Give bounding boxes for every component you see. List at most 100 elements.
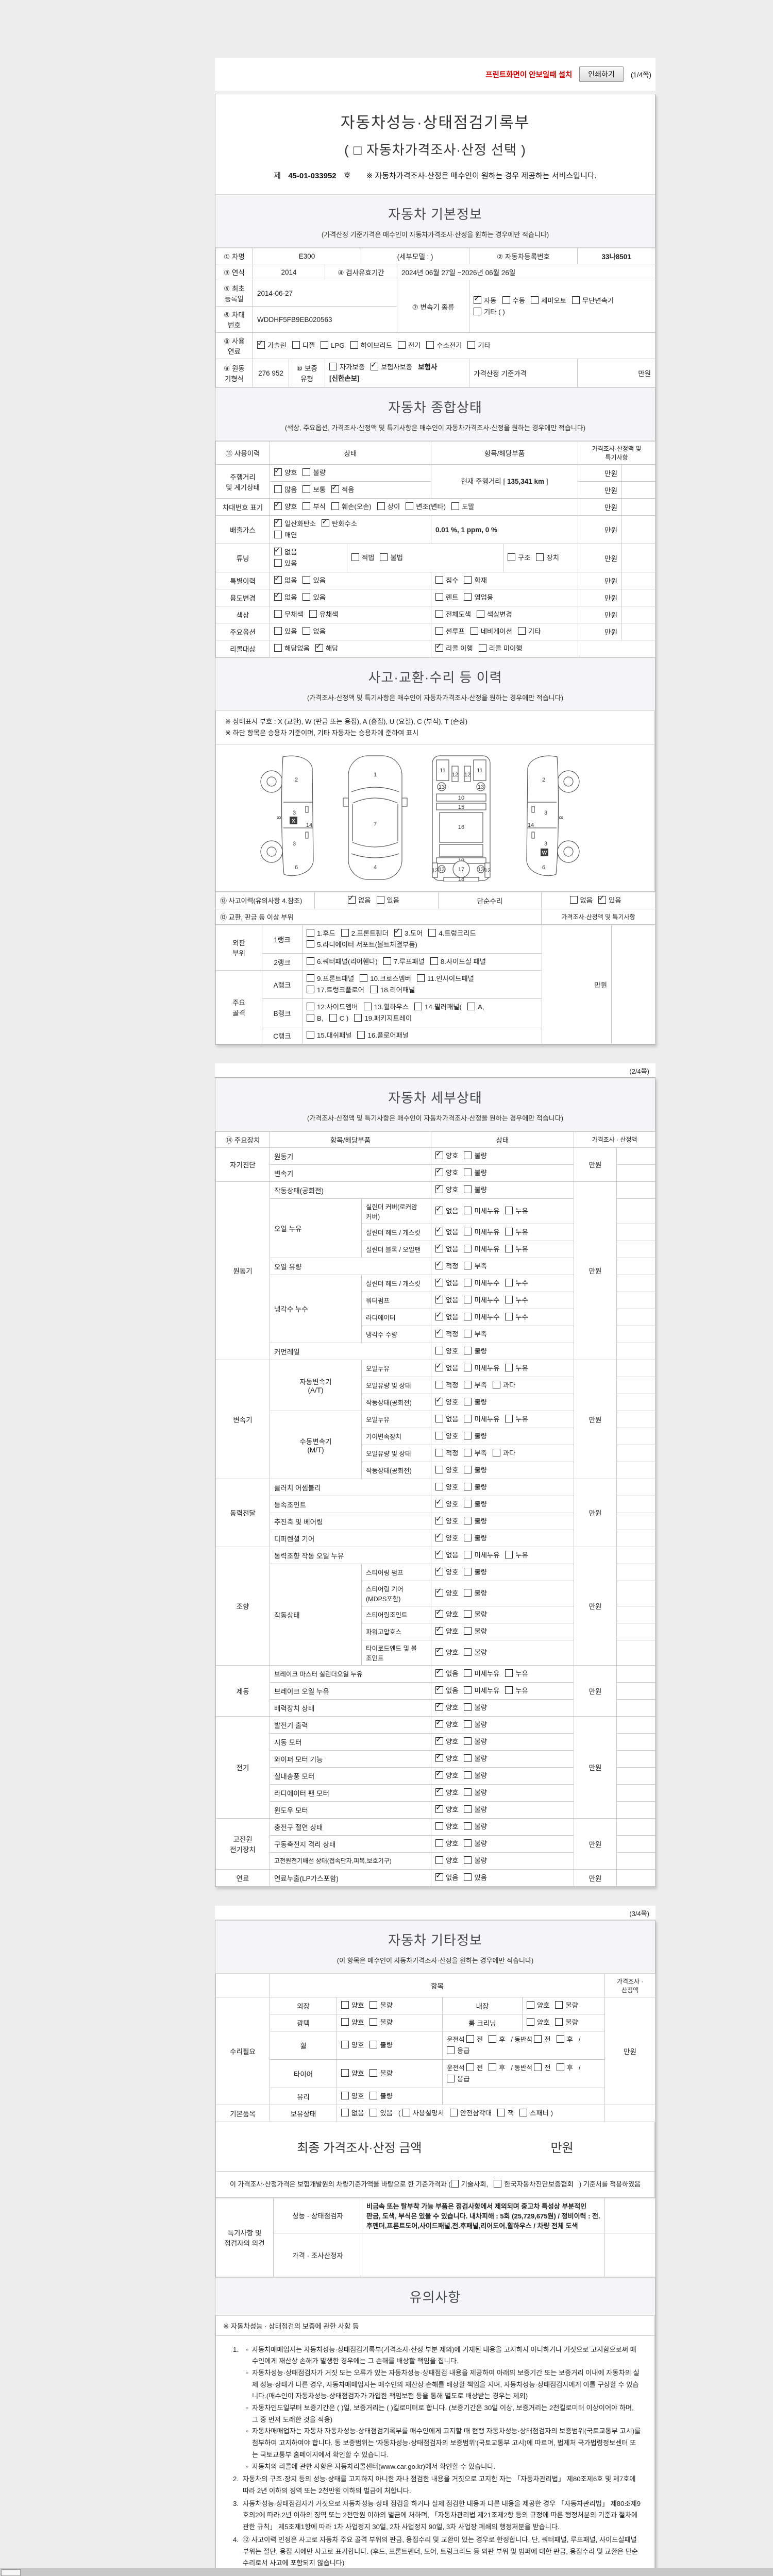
- checkbox-icon: [464, 1626, 472, 1635]
- section-overall-note: (색상, 주요옵션, 가격조사·산정액 및 특기사항은 매수인이 자동차가격조사…: [284, 424, 586, 432]
- form-cell: 만원: [578, 572, 622, 589]
- form-cell: 자기진단: [215, 1147, 270, 1182]
- form-cell: [616, 1639, 656, 1666]
- svg-text:2: 2: [294, 777, 297, 783]
- form-cell: 동력조향 작동 오일 누유: [270, 1546, 431, 1564]
- form-cell: 실내송풍 모터: [270, 1767, 431, 1785]
- form-cell: 주요옵션: [215, 623, 270, 640]
- checkbox-icon: [435, 1870, 443, 1882]
- checkbox-checked: 양호: [435, 1645, 458, 1658]
- checkbox-unchecked: 미세누유: [464, 1550, 499, 1561]
- form-cell: 브레이크 마스터 실린더오일 누유: [270, 1665, 431, 1683]
- checkbox-unchecked: 불량: [464, 1431, 487, 1442]
- checkbox-checked: 자동: [474, 293, 497, 307]
- form-cell: 없음 미세누유 누유: [431, 1240, 574, 1258]
- print-button[interactable]: 인쇄하기: [579, 66, 624, 82]
- checkbox-icon: [331, 482, 339, 494]
- form-cell: [621, 589, 656, 606]
- form-cell: [621, 544, 656, 572]
- checkbox-icon: [464, 1278, 472, 1286]
- checkbox-icon: [505, 1206, 513, 1214]
- form-cell: 만원: [542, 924, 612, 1044]
- checkbox-icon: [464, 1648, 472, 1656]
- checkbox-icon: [350, 341, 358, 349]
- checkbox-unchecked: 보통: [303, 484, 326, 496]
- checkbox-unchecked: 불량: [464, 1821, 487, 1833]
- form-cell: ⑤ 최초 등록일: [215, 280, 253, 307]
- checkbox-icon: [435, 1531, 443, 1542]
- checkbox-icon: [435, 1514, 443, 1525]
- checkbox-unchecked: 미세누유: [464, 1668, 499, 1680]
- form-cell: 변속기: [270, 1164, 431, 1182]
- form-cell: 양호 불량: [431, 1495, 574, 1513]
- form-cell: 만원: [578, 515, 622, 544]
- checkbox-unchecked: C ): [329, 1013, 348, 1024]
- text-segment: 운전석: [447, 2036, 465, 2043]
- svg-text:3: 3: [544, 810, 547, 816]
- checkbox-icon: [464, 1737, 472, 1745]
- checkbox-unchecked: 불량: [464, 1499, 487, 1510]
- form-cell: 항목: [269, 1973, 606, 1997]
- form-cell: [604, 2232, 656, 2277]
- form-cell: 주요 골격: [215, 970, 262, 1044]
- checkbox-icon: [464, 1227, 472, 1235]
- form-cell: 기어변속장치: [361, 1427, 431, 1445]
- form-cell: [616, 1529, 656, 1547]
- form-cell: [215, 1973, 270, 1997]
- form-cell: 양호 불량: [337, 2059, 443, 2088]
- form-cell: [616, 1240, 656, 1258]
- checkbox-icon: [274, 610, 282, 618]
- checkbox-icon: [406, 502, 414, 510]
- checkbox-unchecked: 전: [534, 2062, 551, 2074]
- checkbox-icon: [464, 1669, 472, 1677]
- checkbox-icon: [383, 957, 391, 965]
- checkbox-icon: [435, 1361, 443, 1372]
- section-overall-title: 자동차 종합상태: [388, 400, 482, 415]
- form-cell: 연료누출(LP가스포함): [270, 1869, 431, 1887]
- checkbox-unchecked: 불량: [464, 1626, 487, 1637]
- checkbox-unchecked: 많음: [274, 484, 297, 496]
- checkbox-unchecked: 10.크로스멤버: [360, 973, 411, 985]
- inspector-opinion-table: 특기사항 및 점검자의 의견 성능 · 상태점검자 비금속 또는 탈부착 가능 부품…: [215, 2197, 656, 2277]
- checkbox-icon: [307, 957, 314, 965]
- checkbox-icon: [435, 1565, 443, 1576]
- form-cell: 만원: [574, 1181, 617, 1360]
- checkbox-icon: [464, 1185, 472, 1193]
- horizontal-scrollbar-thumb[interactable]: [1, 2569, 21, 2576]
- checkbox-icon: [435, 1666, 443, 1677]
- checkbox-icon: [519, 2108, 528, 2116]
- checkbox-checked: 없음: [435, 1242, 458, 1255]
- form-cell: 보유상태: [270, 2104, 337, 2122]
- form-cell: [621, 481, 656, 499]
- svg-text:13: 13: [477, 784, 483, 790]
- checkbox-icon: [435, 593, 443, 601]
- print-install-notice: 프린트화면이 안보일때 설치: [485, 71, 573, 79]
- section-etc-header: 자동차 기타정보 (이 항목은 매수인이 자동차가격조사·산정을 원하는 경우에…: [215, 1920, 655, 1974]
- form-cell: 없음 있음: [314, 891, 439, 909]
- form-cell: 만원: [574, 1665, 617, 1717]
- doc-no-prefix: 제: [274, 172, 281, 180]
- form-cell: 성능 · 상태점검자: [273, 2197, 362, 2233]
- checkbox-icon: [380, 553, 388, 561]
- checkbox-checked: 없음: [435, 1666, 458, 1680]
- checkbox-unchecked: 불량: [464, 1567, 487, 1578]
- form-cell: 양호 불량: [522, 2013, 606, 2031]
- checkbox-unchecked: 불량: [369, 2000, 393, 2011]
- checkbox-unchecked: 양호: [341, 2040, 364, 2051]
- checkbox-unchecked: 전체도색: [435, 609, 471, 620]
- form-cell: 가격조사 · 산정액: [573, 1131, 656, 1148]
- doc-number: 45-01-033952: [288, 172, 337, 180]
- form-cell: 오일유량 및 상태: [361, 1376, 431, 1394]
- svg-text:17: 17: [458, 867, 464, 873]
- form-cell: 원동기: [215, 1181, 270, 1360]
- checkbox-icon: [534, 2063, 542, 2071]
- checkbox-unchecked: 15.대쉬패널: [307, 1030, 351, 1041]
- checkbox-icon: [502, 296, 510, 304]
- checkbox-unchecked: 수동: [502, 295, 525, 307]
- checkbox-checked: 양호: [435, 1514, 458, 1527]
- svg-text:12: 12: [431, 868, 438, 874]
- form-cell: 리콜 이행 리콜 미이행: [431, 640, 578, 657]
- form-cell: 커먼레일: [270, 1342, 431, 1360]
- notice-list-1: 1. ◦ 자동차매매업자는 자동차성능·상태점검기록부(가격조사·산정 부분 제외)…: [215, 2335, 655, 2576]
